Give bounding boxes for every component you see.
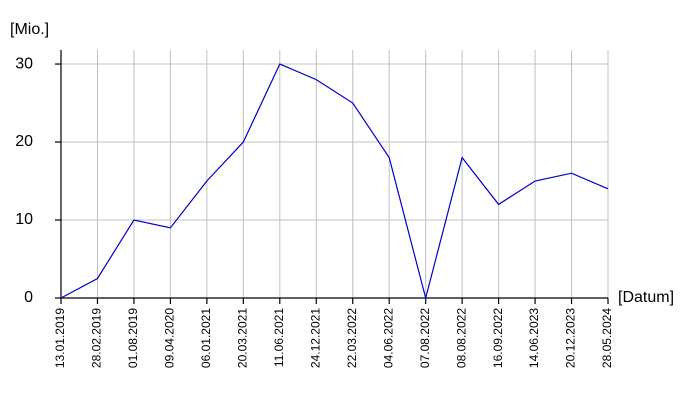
x-tick-label: 22.03.2022: [345, 308, 359, 368]
y-tick-label: 20: [15, 133, 33, 150]
x-tick-label: 20.12.2023: [564, 308, 578, 368]
x-tick-label: 16.09.2022: [491, 308, 505, 368]
x-tick-label: 13.01.2019: [53, 308, 67, 368]
x-tick-label: 11.06.2021: [272, 308, 286, 367]
x-tick-label: 06.01.2021: [199, 308, 213, 368]
y-tick-label: 10: [15, 211, 33, 228]
x-tick-label: 08.08.2022: [454, 308, 468, 368]
x-tick-label: 24.12.2021: [308, 308, 322, 368]
x-tick-label: 01.08.2019: [126, 308, 140, 368]
x-tick-label: 28.05.2024: [600, 308, 614, 368]
y-tick-label: 0: [24, 289, 33, 306]
x-tick-label: 14.06.2023: [527, 308, 541, 368]
x-tick-label: 04.06.2022: [381, 308, 395, 368]
y-tick-label: 30: [15, 55, 33, 72]
x-tick-label: 28.02.2019: [90, 308, 104, 368]
x-axis-label: [Datum]: [618, 289, 674, 306]
x-tick-label: 09.04.2020: [163, 308, 177, 368]
x-tick-label: 20.03.2021: [236, 308, 250, 368]
x-tick-label: 07.08.2022: [418, 308, 432, 368]
y-axis-label: [Mio.]: [10, 21, 49, 38]
line: [60, 63, 609, 301]
